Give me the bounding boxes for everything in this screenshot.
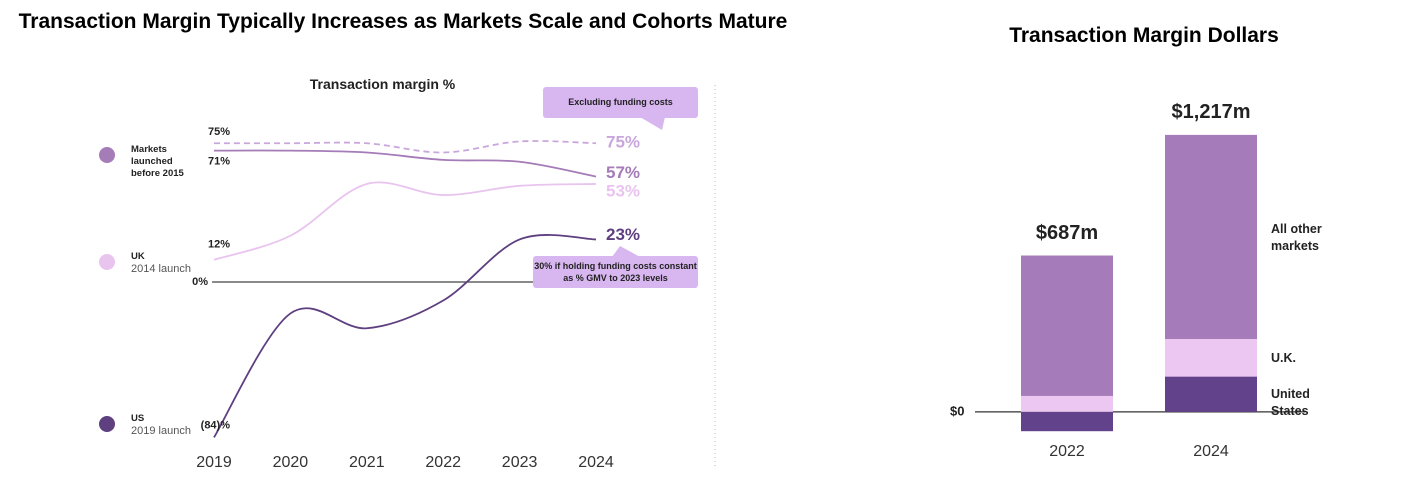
bar-segment bbox=[1165, 339, 1257, 377]
bar-segment bbox=[1021, 411, 1113, 432]
legend-label: US bbox=[131, 413, 145, 424]
x-tick-label: 2022 bbox=[1049, 443, 1085, 460]
callout-tail bbox=[612, 246, 640, 257]
chart-title: Transaction Margin Dollars bbox=[1009, 24, 1279, 47]
series-line bbox=[213, 140, 597, 154]
value-label: 53% bbox=[606, 181, 640, 200]
value-label: 75% bbox=[606, 133, 640, 152]
bar-segment bbox=[1165, 376, 1257, 412]
bar-segment bbox=[1021, 395, 1113, 412]
total-label: $1,217m bbox=[1172, 101, 1251, 123]
y-tick-label: $0 bbox=[950, 403, 964, 418]
series-line bbox=[213, 149, 597, 178]
series-label: U.K. bbox=[1271, 350, 1296, 365]
y-tick-label: 0% bbox=[192, 276, 208, 288]
value-label: 71% bbox=[208, 156, 230, 168]
x-tick-label: 2024 bbox=[578, 454, 614, 471]
total-label: $687m bbox=[1036, 222, 1098, 244]
value-label: 12% bbox=[208, 239, 230, 251]
legend-marker bbox=[99, 147, 115, 163]
x-tick-label: 2021 bbox=[349, 454, 385, 471]
value-label: 75% bbox=[208, 126, 230, 138]
chart-title: Transaction Margin Typically Increases a… bbox=[18, 10, 788, 33]
x-tick-label: 2020 bbox=[273, 454, 309, 471]
x-tick-label: 2019 bbox=[196, 454, 232, 471]
legend-sublabel: 2014 launch bbox=[131, 263, 191, 275]
callout: 30% if holding funding costs constant as… bbox=[533, 256, 698, 288]
chart-subtitle: Transaction margin % bbox=[309, 76, 456, 92]
series-label: United States bbox=[1271, 387, 1310, 419]
callout-tail bbox=[640, 117, 665, 130]
value-label: (84)% bbox=[201, 419, 231, 431]
series-line bbox=[213, 234, 597, 438]
value-label: 23% bbox=[606, 225, 640, 244]
bar-segment bbox=[1021, 255, 1113, 396]
series-line bbox=[213, 181, 597, 261]
legend-label: Markets launched before 2015 bbox=[131, 144, 184, 179]
legend-marker bbox=[99, 254, 115, 270]
legend-sublabel: 2019 launch bbox=[131, 425, 191, 437]
x-tick-label: 2022 bbox=[425, 454, 461, 471]
bar-segment bbox=[1165, 134, 1257, 340]
legend-label: UK bbox=[131, 251, 145, 262]
legend-marker bbox=[99, 416, 115, 432]
x-tick-label: 2024 bbox=[1193, 443, 1229, 460]
callout: Excluding funding costs bbox=[543, 87, 698, 118]
series-label: All other markets bbox=[1271, 221, 1322, 253]
x-tick-label: 2023 bbox=[502, 454, 538, 471]
value-label: 57% bbox=[606, 163, 640, 182]
